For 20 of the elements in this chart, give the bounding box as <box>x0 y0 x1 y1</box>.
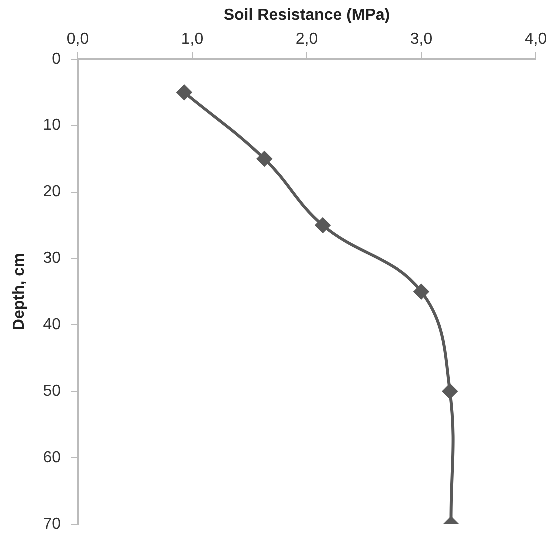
y-tick-label: 10 <box>43 117 62 134</box>
y-tick-label: 0 <box>52 50 62 68</box>
point <box>316 218 331 233</box>
y-tick-label: 50 <box>43 382 62 400</box>
y-tick-label: 60 <box>43 449 62 466</box>
x-tick-label: 1,0 <box>181 31 204 48</box>
y-tick-label: 70 <box>43 516 62 533</box>
y-tick-label: 30 <box>43 250 62 268</box>
y-axis-title: Depth, cm <box>11 253 28 331</box>
y-tick-label: 40 <box>43 316 62 334</box>
x-tick-label: 0,0 <box>66 31 90 48</box>
x-axis-title: Soil Resistance (MPa) <box>224 7 390 24</box>
point <box>442 384 458 400</box>
point <box>257 152 272 167</box>
y-tick-label: 20 <box>43 184 62 201</box>
x-tick-label: 2,0 <box>296 31 318 48</box>
x-tick-label: 3,0 <box>410 31 433 48</box>
point <box>414 284 429 300</box>
x-tick-label: 4,0 <box>524 31 548 48</box>
point <box>176 85 192 100</box>
